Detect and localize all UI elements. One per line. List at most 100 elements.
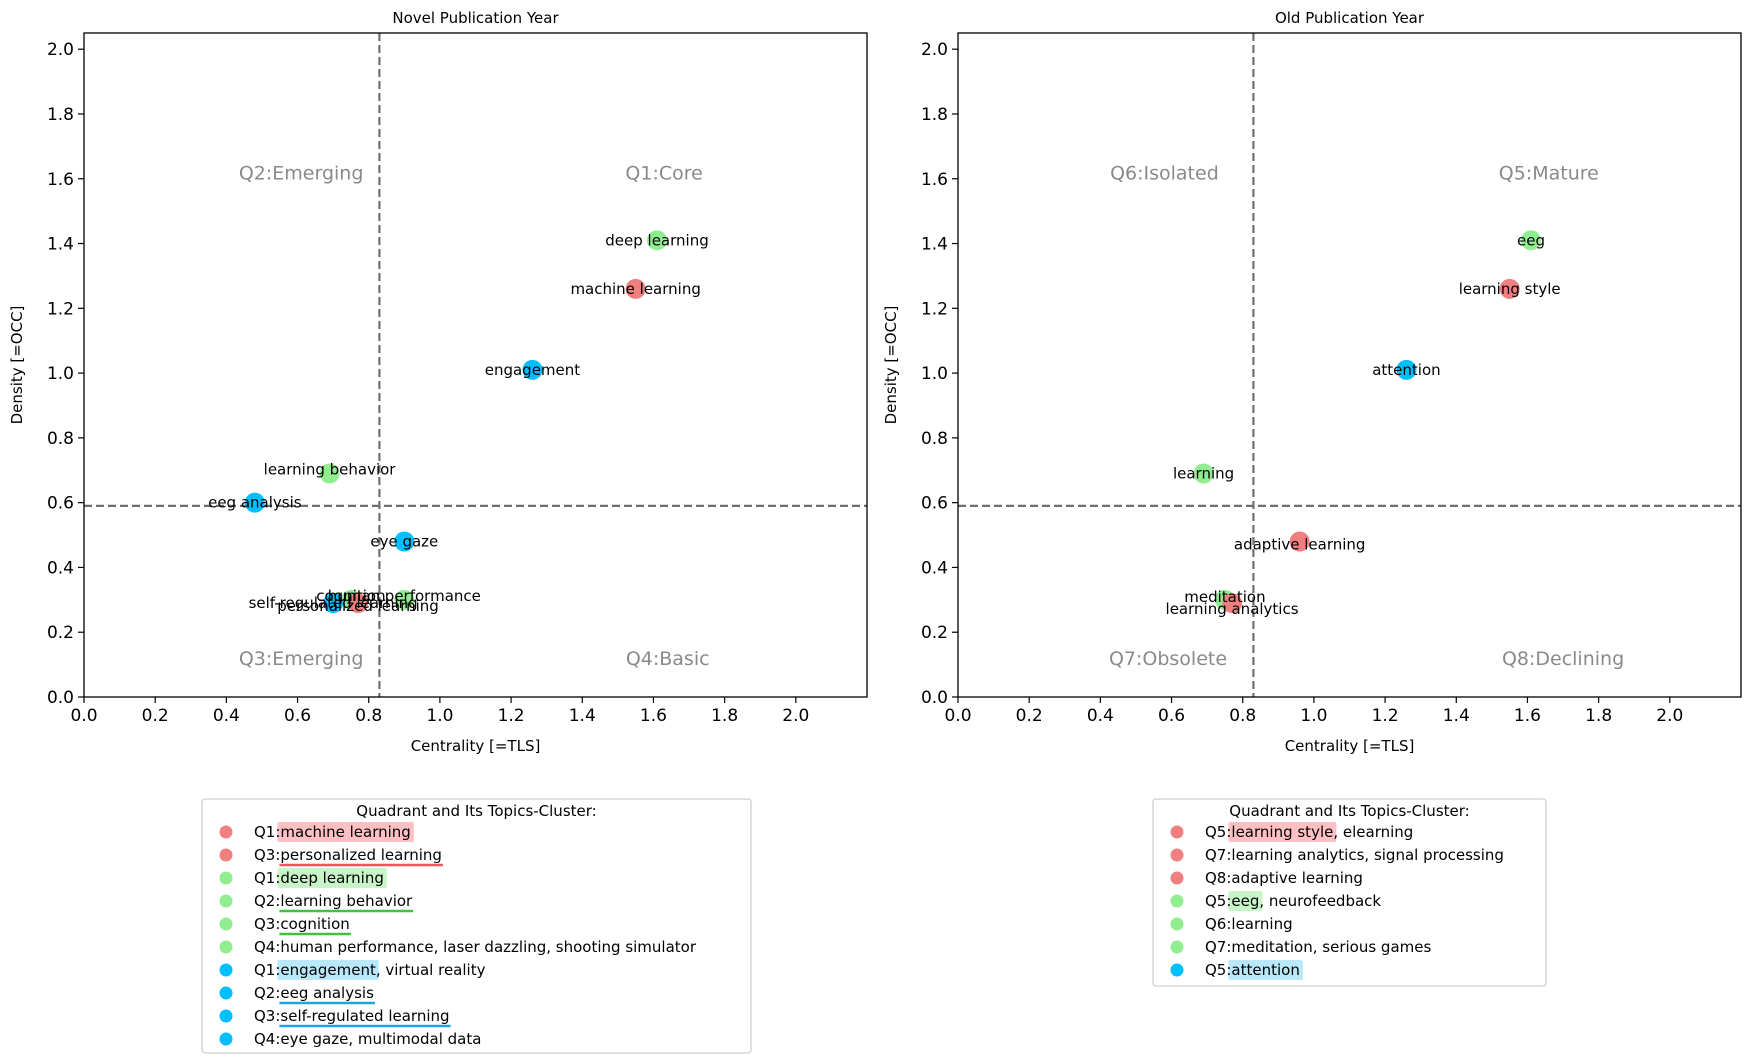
legend-item: Q7: learning analytics, signal processin…	[1170, 846, 1504, 864]
x-tick-label: 0.6	[284, 706, 311, 726]
y-tick-label: 1.0	[921, 364, 948, 384]
y-tick-label: 1.2	[921, 299, 948, 319]
legend-topic: self-regulated learning	[280, 1007, 449, 1025]
quadrant-label: Q5:Mature	[1499, 162, 1599, 184]
x-tick-label: 0.2	[142, 706, 169, 726]
legend-frame	[201, 798, 752, 1054]
data-point	[244, 492, 265, 513]
x-axis-label: Centrality [=TLS]	[411, 737, 541, 755]
legend-suffix: , elearning	[1333, 823, 1413, 841]
legend-marker	[219, 848, 233, 862]
chart-panel-1: Novel Publication Year Q1:Core Q2:Emerging…	[8, 9, 868, 755]
x-tick-label: 1.6	[640, 706, 667, 726]
legend-item: Q5: attention	[1170, 960, 1303, 980]
point-label: human performance	[328, 587, 481, 605]
data-point	[394, 589, 415, 610]
legend-marker	[1170, 871, 1184, 885]
legend-highlight	[1228, 960, 1303, 980]
legend-prefix: Q3:	[254, 1007, 280, 1025]
legend-item: Q8: adaptive learning	[1170, 869, 1363, 887]
legend-prefix: Q6:	[1205, 915, 1231, 933]
y-tick-label: 1.8	[921, 105, 948, 125]
point-label: cognition	[316, 587, 385, 605]
legend-item: Q4: human performance, laser dazzling, s…	[219, 938, 697, 956]
quadrant-label: Q1:Core	[625, 162, 702, 184]
legend-item: Q2: learning behavior	[219, 892, 414, 913]
legend-prefix: Q2:	[254, 892, 280, 910]
legend-topic: eeg analysis	[280, 984, 374, 1002]
y-tick-label: 1.6	[921, 170, 948, 190]
y-tick-label: 0.4	[921, 558, 948, 578]
y-tick-label: 0.0	[47, 688, 74, 708]
y-tick-label: 0.8	[921, 429, 948, 449]
x-tick-label: 1.2	[498, 706, 525, 726]
legend-marker	[219, 1032, 233, 1046]
y-tick-label: 1.4	[47, 235, 74, 255]
legend-item: Q3: self-regulated learning	[219, 1007, 451, 1028]
point-label: eye gaze	[370, 533, 438, 551]
point-label: learning behavior	[264, 461, 397, 479]
y-tick-label: 0.2	[921, 623, 948, 643]
legend-marker	[1170, 940, 1184, 954]
point-label: self-regulated learning	[249, 594, 418, 612]
legend-topic: learning behavior	[280, 892, 413, 910]
x-tick-label: 1.6	[1514, 706, 1541, 726]
legend-prefix: Q8:	[1205, 869, 1231, 887]
legend-topic: meditation, serious games	[1231, 938, 1431, 956]
legend-prefix: Q5:	[1205, 823, 1231, 841]
legend-prefix: Q5:	[1205, 961, 1231, 979]
y-tick-label: 0.4	[47, 558, 74, 578]
legend-2: Quadrant and Its Topics-Cluster: Q5: lear…	[1152, 798, 1547, 987]
legend-item: Q3: cognition	[219, 915, 351, 936]
point-label: eeg analysis	[208, 494, 302, 512]
point-label: engagement	[485, 361, 581, 379]
quadrant-label: Q4:Basic	[626, 648, 710, 670]
x-axis-label: Centrality [=TLS]	[1285, 737, 1415, 755]
legend-prefix: Q3:	[254, 915, 280, 933]
legend-item: Q6: learning	[1170, 915, 1293, 933]
y-tick-label: 0.2	[47, 623, 74, 643]
legend-frame	[1152, 798, 1547, 987]
point-label: eeg	[1517, 231, 1545, 249]
point-label: personalized learning	[277, 597, 439, 615]
legend-prefix: Q2:	[254, 984, 280, 1002]
legend-item: Q1: machine learning	[219, 822, 414, 842]
x-tick-label: 1.0	[1300, 706, 1327, 726]
data-point	[625, 278, 646, 299]
y-tick-label: 0.6	[47, 494, 74, 514]
legend-prefix: Q1:	[254, 961, 280, 979]
legend-topic: machine learning	[280, 823, 410, 841]
legend-item: Q1: deep learning	[219, 868, 387, 888]
x-tick-label: 2.0	[1656, 706, 1683, 726]
data-point	[319, 463, 340, 484]
data-point	[1193, 463, 1214, 484]
x-tick-label: 1.4	[1443, 706, 1470, 726]
legend-item: Q2: eeg analysis	[219, 984, 375, 1005]
legend-item: Q5: learning style, elearning	[1170, 822, 1413, 842]
legend-topic: learning	[1231, 915, 1292, 933]
x-tick-label: 1.8	[1585, 706, 1612, 726]
chart-panel-2: Old Publication Year Q6:Isolated Q5:Mature…	[882, 9, 1742, 755]
legend-topic: learning analytics, signal processing	[1231, 846, 1504, 864]
x-tick-label: 0.0	[70, 706, 97, 726]
legend-topic: adaptive learning	[1231, 869, 1363, 887]
point-label: attention	[1372, 361, 1440, 379]
legend-marker	[219, 986, 233, 1000]
y-tick-label: 2.0	[47, 40, 74, 60]
legend-item: Q5: eeg, neurofeedback	[1170, 891, 1381, 911]
y-tick-label: 0.8	[47, 429, 74, 449]
legend-highlight	[1228, 891, 1263, 911]
quadrant-label: Q2:Emerging	[239, 162, 364, 184]
y-tick-label: 2.0	[921, 40, 948, 60]
legend-marker	[1170, 848, 1184, 862]
legend-suffix: , neurofeedback	[1259, 892, 1381, 910]
data-point	[1499, 278, 1520, 299]
legend-title: Quadrant and Its Topics-Cluster:	[356, 802, 596, 820]
legend-topic: engagement	[280, 961, 376, 979]
legend-marker	[1170, 825, 1184, 839]
point-label: deep learning	[605, 231, 708, 249]
legend-title: Quadrant and Its Topics-Cluster:	[1229, 802, 1469, 820]
y-tick-label: 0.6	[921, 494, 948, 514]
legend-marker	[1170, 963, 1184, 977]
y-tick-label: 1.8	[47, 105, 74, 125]
